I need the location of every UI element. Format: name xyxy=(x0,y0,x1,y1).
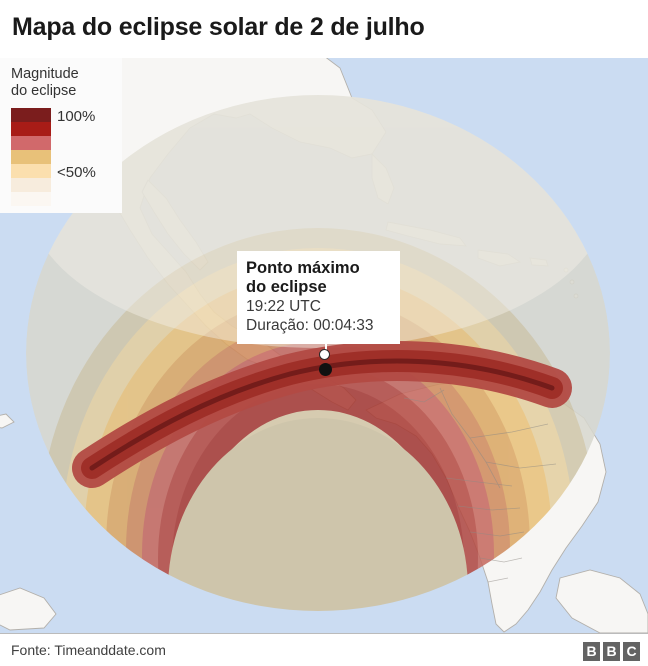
galapagos xyxy=(0,413,15,429)
page-title: Mapa do eclipse solar de 2 de julho xyxy=(12,13,425,41)
legend-swatch-band-6 xyxy=(11,178,51,192)
legend-label-min: <50% xyxy=(57,164,96,181)
callout-time: 19:22 UTC xyxy=(246,298,321,315)
eclipse-map[interactable]: Magnitude do eclipse 100% <50% Ponto máx… xyxy=(0,58,648,633)
border-5 xyxy=(457,505,521,511)
title-bar: Mapa do eclipse solar de 2 de julho xyxy=(0,0,648,58)
legend-panel: Magnitude do eclipse 100% <50% xyxy=(0,58,122,213)
country-borders xyxy=(403,387,557,583)
legend-swatch-band-2 xyxy=(11,122,51,136)
source-label: Fonte: Timeanddate.com xyxy=(11,642,166,658)
legend-swatch-band-7 xyxy=(11,192,51,206)
legend-title-line1: Magnitude xyxy=(11,66,79,82)
bbc-letter-b1: B xyxy=(583,642,600,661)
southern-islands xyxy=(555,569,648,633)
border-8 xyxy=(403,389,445,403)
border-9 xyxy=(487,577,509,583)
border-3 xyxy=(485,461,557,469)
map-svg xyxy=(0,58,648,633)
bbc-letter-b2: B xyxy=(603,642,620,661)
totality-path xyxy=(72,341,572,488)
callout-duration: Duração: 00:04:33 xyxy=(246,317,374,334)
band-interior-fill-2 xyxy=(168,418,468,611)
max-point-callout: Ponto máximo do eclipse 19:22 UTC Duraçã… xyxy=(237,251,400,344)
totality-centerline xyxy=(89,358,555,471)
source-bar: Fonte: Timeanddate.com xyxy=(0,633,648,666)
border-6 xyxy=(469,531,525,537)
legend-label-max: 100% xyxy=(57,108,96,125)
callout-leader-dot xyxy=(319,349,330,360)
legend-title-line2: do eclipse xyxy=(11,83,77,99)
legend-swatch-totality xyxy=(11,108,51,122)
border-7 xyxy=(479,557,523,563)
border-4 xyxy=(445,477,513,487)
legend-swatch-band-5 xyxy=(11,164,51,178)
bbc-letter-c: C xyxy=(623,642,640,661)
callout-heading-line1: Ponto máximo xyxy=(246,259,360,277)
bbc-logo: B B C xyxy=(583,642,640,661)
legend-swatch-band-3 xyxy=(11,136,51,150)
map-canvas xyxy=(0,58,648,633)
legend-swatch-band-4 xyxy=(11,150,51,164)
max-eclipse-point-marker xyxy=(319,363,332,376)
legend-swatches xyxy=(11,108,51,206)
pacific-islands xyxy=(0,587,57,631)
callout-heading-line2: do eclipse xyxy=(246,278,327,296)
border-2 xyxy=(469,423,549,439)
